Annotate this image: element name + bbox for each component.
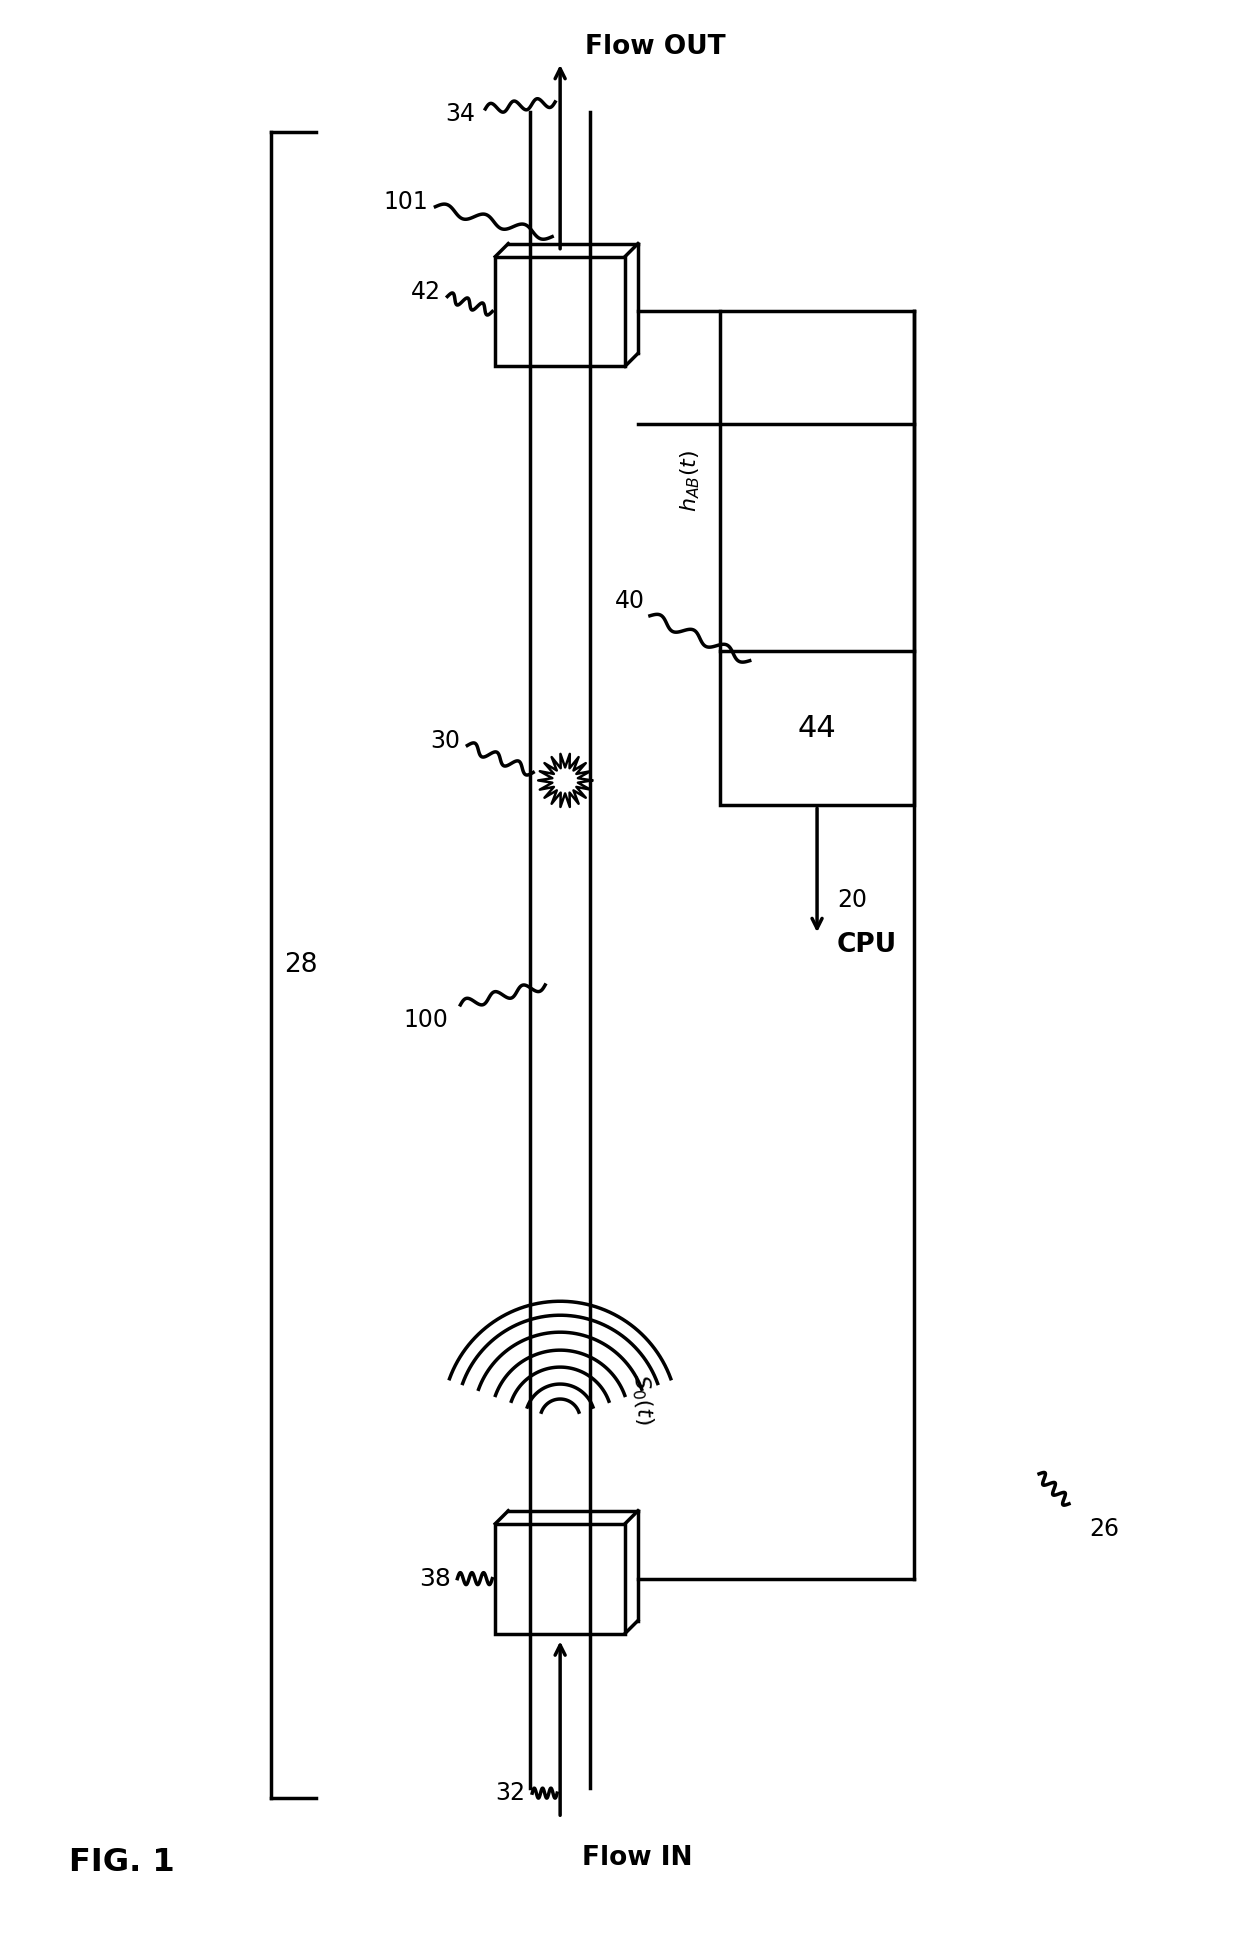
- Text: 101: 101: [383, 190, 428, 213]
- Text: 30: 30: [430, 728, 460, 753]
- Text: 34: 34: [445, 103, 475, 126]
- Text: 38: 38: [419, 1567, 451, 1591]
- Text: 26: 26: [1089, 1517, 1118, 1540]
- Bar: [495, 257, 625, 366]
- Bar: [495, 1523, 625, 1633]
- Text: $h_{AB}(t)$: $h_{AB}(t)$: [678, 451, 702, 513]
- Text: FIG. 1: FIG. 1: [69, 1848, 175, 1879]
- Text: 28: 28: [284, 952, 317, 977]
- Text: $S_0(t)$: $S_0(t)$: [627, 1372, 656, 1426]
- Text: Flow OUT: Flow OUT: [585, 35, 725, 60]
- Text: 32: 32: [495, 1780, 526, 1805]
- Text: 20: 20: [837, 888, 867, 911]
- Text: Flow IN: Flow IN: [582, 1844, 693, 1871]
- Text: 40: 40: [615, 588, 645, 613]
- Text: 42: 42: [410, 279, 440, 304]
- Text: CPU: CPU: [837, 933, 897, 958]
- Text: 44: 44: [797, 714, 837, 743]
- Bar: [719, 650, 914, 805]
- Text: 100: 100: [403, 1008, 448, 1031]
